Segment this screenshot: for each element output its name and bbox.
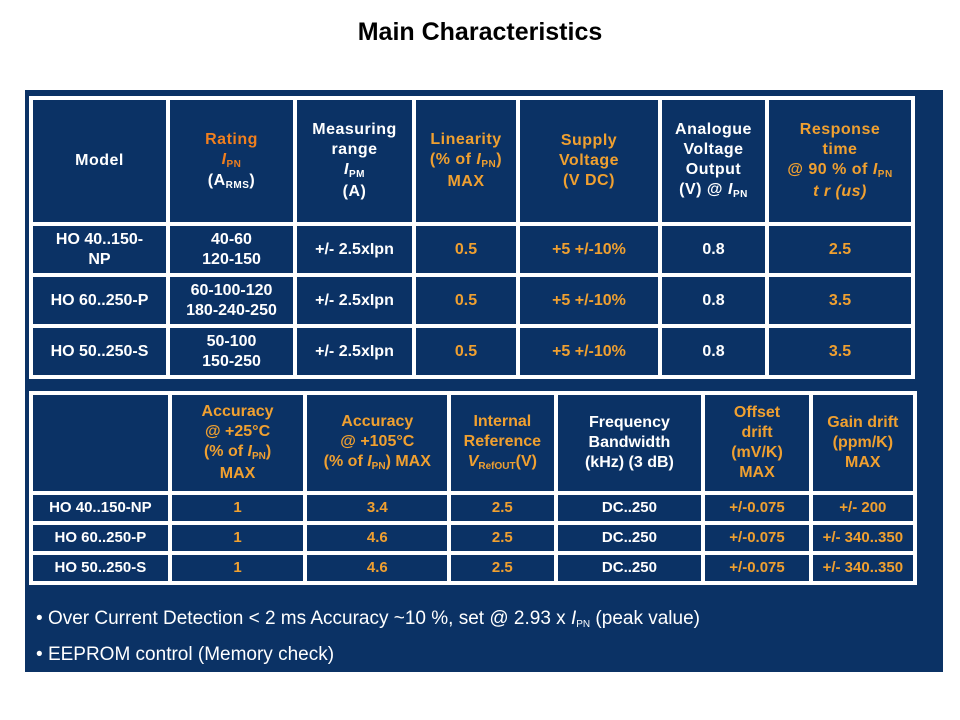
cell-ref: 2.5: [451, 495, 554, 521]
cell-acc25: 1: [171, 525, 304, 551]
cell-output: 0.8: [662, 328, 765, 375]
cell-output: 0.8: [662, 226, 765, 273]
cell-offset: +/-0.075: [705, 555, 809, 581]
table-row: HO 40..150-NP 1 3.4 2.5 DC..250 +/-0.075…: [33, 495, 913, 521]
cell-supply: +5 +/-10%: [520, 277, 658, 324]
cell-rating: 50-100 150-250: [170, 328, 293, 375]
header-gain-drift: Gain drift (ppm/K) MAX: [812, 395, 913, 491]
cell-gain: +/- 200: [812, 495, 913, 521]
header-rating: Rating IPN (ARMS): [170, 100, 293, 222]
cell-rating: 40-60 120-150: [170, 226, 293, 273]
cell-offset: +/-0.075: [705, 525, 809, 551]
header-accuracy-105: Accuracy @ +105°C (% of IPN) MAX: [307, 395, 448, 491]
table-row: HO 60..250-P 60-100-120 180-240-250 +/- 2…: [33, 277, 911, 324]
cell-gain: +/- 340..350: [812, 555, 913, 581]
cell-bandwidth: DC..250: [557, 525, 702, 551]
cell-output: 0.8: [662, 277, 765, 324]
cell-linearity: 0.5: [416, 328, 516, 375]
cell-model: HO 50..250-S: [33, 328, 166, 375]
cell-model: HO 50..250-S: [33, 555, 168, 581]
cell-response: 2.5: [769, 226, 911, 273]
cell-acc25: 1: [171, 555, 304, 581]
header-analogue-output: Analogue Voltage Output (V) @ IPN: [662, 100, 765, 222]
cell-linearity: 0.5: [416, 277, 516, 324]
cell-response: 3.5: [769, 277, 911, 324]
cell-model: HO 60..250-P: [33, 277, 166, 324]
header-offset-drift: Offset drift (mV/K) MAX: [705, 395, 809, 491]
characteristics-table: Model Rating IPN (ARMS) Measuring range IPM(…: [29, 96, 915, 379]
header-response-time: Response time @ 90 % of IPN t r (us): [769, 100, 911, 222]
page-title: Main Characteristics: [357, 18, 603, 46]
cell-ref: 2.5: [451, 555, 554, 581]
cell-acc25: 1: [171, 495, 304, 521]
table-row: HO 50..250-S 50-100 150-250 +/- 2.5xIpn 0…: [33, 328, 911, 375]
header-row: Model Rating IPN (ARMS) Measuring range IPM(…: [33, 100, 911, 222]
table-row: HO 50..250-S 1 4.6 2.5 DC..250 +/-0.075 …: [33, 555, 913, 581]
table-row: HO 40..150- NP 40-60 120-150 +/- 2.5xIpn 0…: [33, 226, 911, 273]
cell-model: HO 40..150-NP: [33, 226, 166, 273]
header-supply-voltage: Supply Voltage (V DC): [520, 100, 658, 222]
cell-supply: +5 +/-10%: [520, 328, 658, 375]
cell-acc105: 3.4: [307, 495, 448, 521]
cell-rating: 60-100-120 180-240-250: [170, 277, 293, 324]
cell-ref: 2.5: [451, 525, 554, 551]
cell-bandwidth: DC..250: [557, 555, 702, 581]
cell-supply: +5 +/-10%: [520, 226, 658, 273]
header-bandwidth: Frequency Bandwidth (kHz) (3 dB): [557, 395, 702, 491]
cell-acc105: 4.6: [307, 555, 448, 581]
header-model-empty: [33, 395, 168, 491]
header-internal-reference: Internal Reference VRefOUT(V): [451, 395, 554, 491]
cell-bandwidth: DC..250: [557, 495, 702, 521]
header-accuracy-25: Accuracy @ +25°C (% of IPN) MAX: [171, 395, 304, 491]
bullet-eeprom: • EEPROM control (Memory check): [36, 644, 335, 665]
cell-response: 3.5: [769, 328, 911, 375]
header-linearity: Linearity (% of IPN) MAX: [416, 100, 516, 222]
cell-linearity: 0.5: [416, 226, 516, 273]
header-row: Accuracy @ +25°C (% of IPN) MAX Accuracy @ +…: [33, 395, 913, 491]
cell-model: HO 40..150-NP: [33, 495, 168, 521]
table-row: HO 60..250-P 1 4.6 2.5 DC..250 +/-0.075 …: [33, 525, 913, 551]
header-model: Model: [33, 100, 166, 222]
cell-acc105: 4.6: [307, 525, 448, 551]
accuracy-table: Accuracy @ +25°C (% of IPN) MAX Accuracy @ +…: [29, 391, 917, 585]
header-measuring-range: Measuring range IPM (A): [297, 100, 412, 222]
bullet-over-current: • Over Current Detection < 2 ms Accuracy…: [36, 608, 700, 630]
cell-range: +/- 2.5xIpn: [297, 226, 412, 273]
cell-range: +/- 2.5xIpn: [297, 328, 412, 375]
cell-offset: +/-0.075: [705, 495, 809, 521]
cell-gain: +/- 340..350: [812, 525, 913, 551]
cell-range: +/- 2.5xIpn: [297, 277, 412, 324]
cell-model: HO 60..250-P: [33, 525, 168, 551]
